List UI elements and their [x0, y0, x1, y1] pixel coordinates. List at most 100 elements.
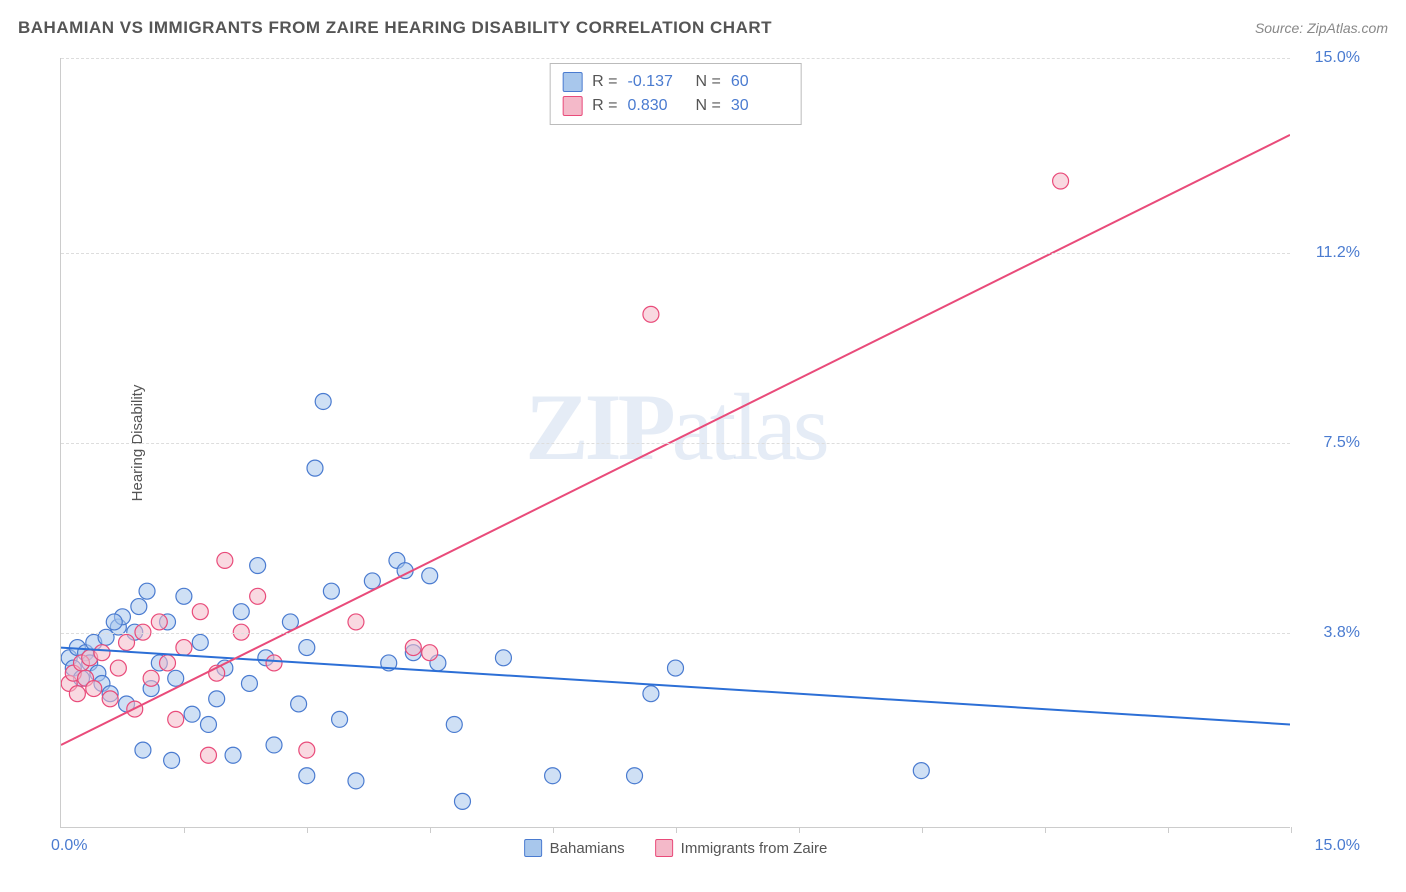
scatter-point — [127, 701, 143, 717]
stats-n-value-1: 60 — [731, 73, 789, 91]
scatter-point — [258, 650, 274, 666]
scatter-point — [192, 604, 208, 620]
stats-n-value-2: 30 — [731, 97, 789, 115]
x-tick — [1168, 827, 1169, 833]
scatter-point — [209, 691, 225, 707]
scatter-point — [430, 655, 446, 671]
scatter-point — [405, 640, 421, 656]
scatter-point — [94, 675, 110, 691]
y-tick-label: 11.2% — [1300, 244, 1360, 262]
scatter-point — [73, 670, 89, 686]
legend-item-1: Bahamians — [524, 839, 625, 857]
x-tick — [922, 827, 923, 833]
scatter-point — [86, 681, 102, 697]
stats-box: R = -0.137 N = 60 R = 0.830 N = 30 — [549, 63, 802, 125]
scatter-point — [241, 675, 257, 691]
scatter-point — [913, 763, 929, 779]
x-axis-max-label: 15.0% — [1315, 837, 1360, 855]
scatter-point — [266, 737, 282, 753]
scatter-point — [151, 655, 167, 671]
scatter-point — [102, 686, 118, 702]
scatter-point — [200, 747, 216, 763]
scatter-point — [389, 552, 405, 568]
x-tick — [1291, 827, 1292, 833]
scatter-point — [131, 599, 147, 615]
x-tick — [553, 827, 554, 833]
source-attribution: Source: ZipAtlas.com — [1255, 20, 1388, 36]
scatter-point — [61, 675, 77, 691]
x-tick — [799, 827, 800, 833]
scatter-point — [209, 665, 225, 681]
scatter-point — [422, 645, 438, 661]
stats-r-label-2: R = — [592, 97, 617, 115]
scatter-point — [176, 588, 192, 604]
scatter-point — [446, 716, 462, 732]
scatter-point — [160, 614, 176, 630]
x-tick — [184, 827, 185, 833]
scatter-point — [78, 645, 94, 661]
watermark-rest: atlas — [672, 374, 826, 480]
gridline-h — [61, 443, 1290, 444]
scatter-point — [86, 634, 102, 650]
chart-title: BAHAMIAN VS IMMIGRANTS FROM ZAIRE HEARIN… — [18, 18, 772, 38]
scatter-point — [495, 650, 511, 666]
scatter-point — [250, 558, 266, 574]
stats-n-label-1: N = — [696, 73, 721, 91]
scatter-point — [143, 670, 159, 686]
scatter-point — [250, 588, 266, 604]
scatter-point — [65, 660, 81, 676]
stats-r-value-2: 0.830 — [628, 97, 686, 115]
stats-n-label-2: N = — [696, 97, 721, 115]
scatter-point — [151, 614, 167, 630]
scatter-point — [397, 563, 413, 579]
scatter-point — [94, 645, 110, 661]
scatter-point — [65, 665, 81, 681]
gridline-h — [61, 253, 1290, 254]
scatter-point — [299, 742, 315, 758]
scatter-point — [102, 691, 118, 707]
scatter-point — [168, 670, 184, 686]
scatter-point — [119, 634, 135, 650]
gridline-h — [61, 633, 1290, 634]
legend-swatch-2 — [655, 839, 673, 857]
legend-item-2: Immigrants from Zaire — [655, 839, 828, 857]
scatter-point — [668, 660, 684, 676]
scatter-point — [90, 665, 106, 681]
scatter-point — [643, 306, 659, 322]
scatter-point — [217, 552, 233, 568]
y-tick-label: 3.8% — [1300, 624, 1360, 642]
plot-area: Hearing Disability ZIPatlas R = -0.137 N… — [60, 58, 1290, 828]
scatter-point — [106, 614, 122, 630]
x-tick — [307, 827, 308, 833]
stats-swatch-2 — [562, 96, 582, 116]
scatter-point — [160, 655, 176, 671]
stats-r-value-1: -0.137 — [628, 73, 686, 91]
x-tick — [1045, 827, 1046, 833]
scatter-point — [299, 640, 315, 656]
legend-swatch-1 — [524, 839, 542, 857]
scatter-point — [323, 583, 339, 599]
scatter-point — [168, 711, 184, 727]
chart-header: BAHAMIAN VS IMMIGRANTS FROM ZAIRE HEARIN… — [18, 18, 1388, 38]
scatter-point — [98, 629, 114, 645]
legend-label-2: Immigrants from Zaire — [681, 840, 828, 857]
scatter-point — [69, 640, 85, 656]
scatter-point — [405, 645, 421, 661]
scatter-point — [454, 793, 470, 809]
scatter-point — [364, 573, 380, 589]
scatter-point — [1053, 173, 1069, 189]
legend-label-1: Bahamians — [550, 840, 625, 857]
scatter-point — [82, 655, 98, 671]
scatter-point — [282, 614, 298, 630]
x-tick — [676, 827, 677, 833]
scatter-point — [184, 706, 200, 722]
scatter-point — [164, 752, 180, 768]
scatter-point — [225, 747, 241, 763]
scatter-point — [119, 696, 135, 712]
stats-r-label-1: R = — [592, 73, 617, 91]
scatter-point — [307, 460, 323, 476]
x-axis-min-label: 0.0% — [51, 837, 87, 855]
scatter-point — [82, 650, 98, 666]
scatter-point — [545, 768, 561, 784]
y-tick-label: 7.5% — [1300, 434, 1360, 452]
